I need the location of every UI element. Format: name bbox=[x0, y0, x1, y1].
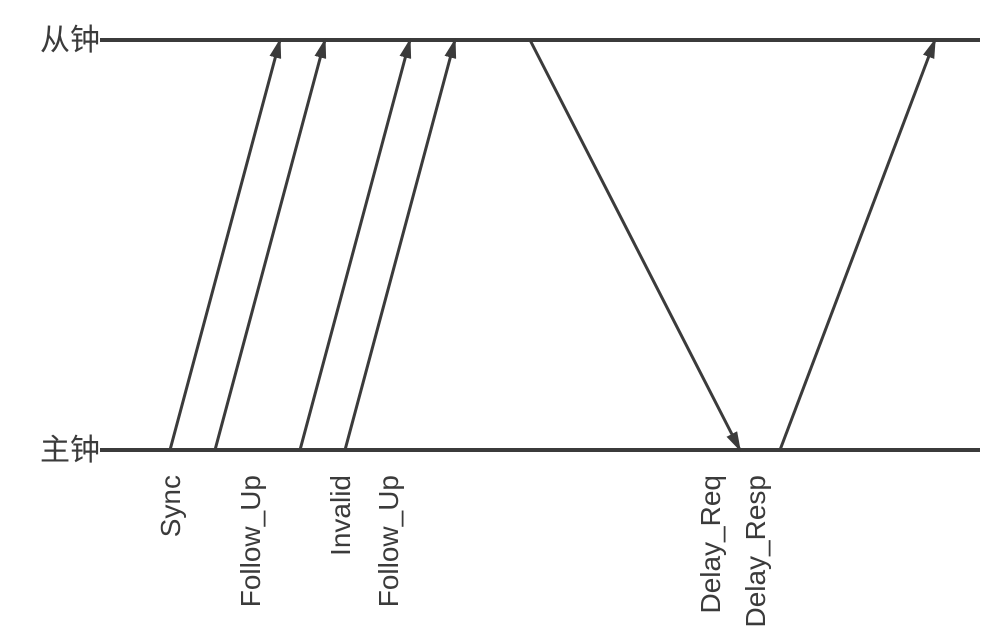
invalid-arrow bbox=[300, 40, 410, 450]
follow_up_2-label: Follow_Up bbox=[373, 475, 404, 607]
follow_up_1-arrow bbox=[215, 40, 325, 450]
delay_req-arrow bbox=[530, 40, 740, 450]
delay_req-label: Delay_Req bbox=[695, 475, 726, 614]
slave-label: 从钟 bbox=[40, 24, 100, 57]
delay_resp-arrow bbox=[780, 40, 935, 450]
follow_up_2-arrow bbox=[345, 40, 455, 450]
invalid-label: Invalid bbox=[325, 475, 356, 556]
sync-arrow bbox=[170, 40, 280, 450]
timing-diagram: 从钟主钟 Sync Follow_Up Invalid Follow_Up Delay_R… bbox=[0, 0, 1000, 640]
delay_resp-label: Delay_Resp bbox=[740, 475, 771, 628]
follow_up_1-label: Follow_Up bbox=[235, 475, 266, 607]
sync-label: Sync bbox=[155, 475, 186, 537]
master-label: 主钟 bbox=[40, 434, 100, 467]
